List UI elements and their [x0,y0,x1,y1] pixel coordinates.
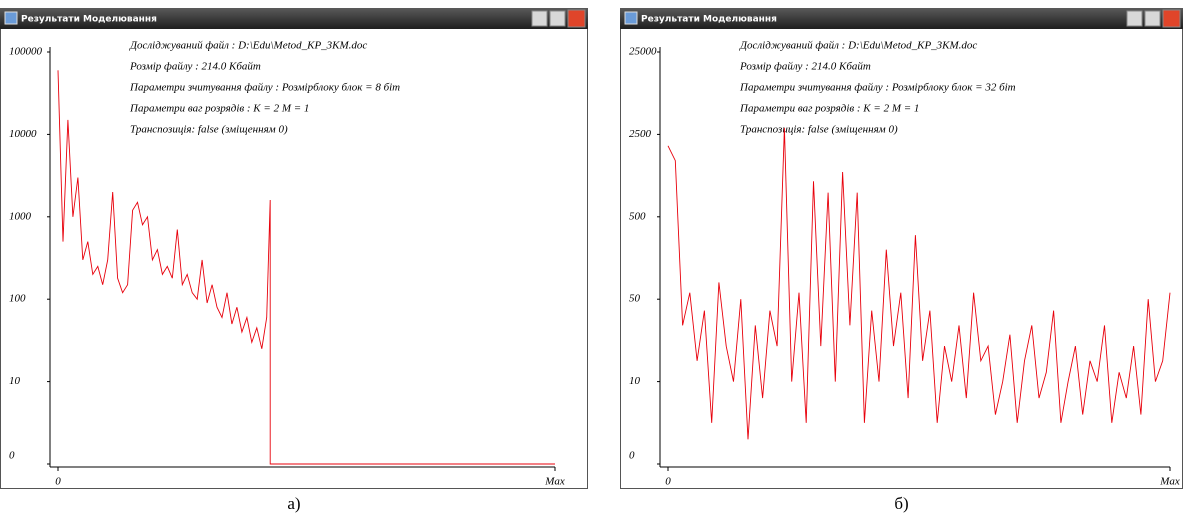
y-tick-label: 0 [9,450,15,462]
y-tick-label: 2500 [629,128,652,140]
caption: б) [894,494,908,513]
caption: а) [287,494,300,513]
y-tick-label: 100 [9,293,26,305]
window-frame [0,8,588,489]
window-title: Результати Моделювання [21,15,157,25]
maximize-button[interactable] [549,10,566,27]
close-button[interactable] [567,9,586,28]
y-tick-label: 100000 [9,46,43,58]
annotation: Параметри ваг розрядів : K = 2 M = 1 [129,103,309,115]
y-tick-label: 500 [629,210,646,222]
y-tick-label: 10 [9,375,21,387]
window-title: Результати Моделювання [641,15,777,25]
minimize-button[interactable] [531,10,548,27]
annotation: Досліджуваний файл : D:\Edu\Metod_KP_3KM… [129,40,367,52]
maximize-button[interactable] [1144,10,1161,27]
annotation: Параметри зчитування файлу : Розмірблоку… [129,82,400,94]
x-tick-label: 0 [55,476,61,488]
x-tick-label: Max [544,476,565,488]
y-tick-label: 10000 [9,128,37,140]
annotation: Досліджуваний файл : D:\Edu\Metod_KP_3KM… [739,40,977,52]
close-button[interactable] [1162,9,1181,28]
y-tick-label: 1000 [9,210,32,222]
x-tick-label: Max [1159,476,1180,488]
y-tick-label: 50 [629,293,641,305]
x-tick-label: 0 [665,476,671,488]
annotation: Розмір файлу : 214.0 Кбайт [129,61,261,73]
title-bar [0,8,588,29]
annotation: Транспозиція: false (зміщенням 0) [130,124,288,136]
y-tick-label: 25000 [629,46,657,58]
window-icon [624,11,638,25]
title-bar [620,8,1183,29]
y-tick-label: 10 [629,375,641,387]
window-icon [4,11,18,25]
minimize-button[interactable] [1126,10,1143,27]
data-line [57,70,555,465]
annotation: Транспозиція: false (зміщенням 0) [740,124,898,136]
window-frame [620,8,1183,489]
annotation: Параметри ваг розрядів : K = 2 M = 1 [739,103,919,115]
data-line [667,127,1171,440]
annotation: Розмір файлу : 214.0 Кбайт [739,61,871,73]
y-tick-label: 0 [629,450,635,462]
annotation: Параметри зчитування файлу : Розмірблоку… [739,82,1016,94]
